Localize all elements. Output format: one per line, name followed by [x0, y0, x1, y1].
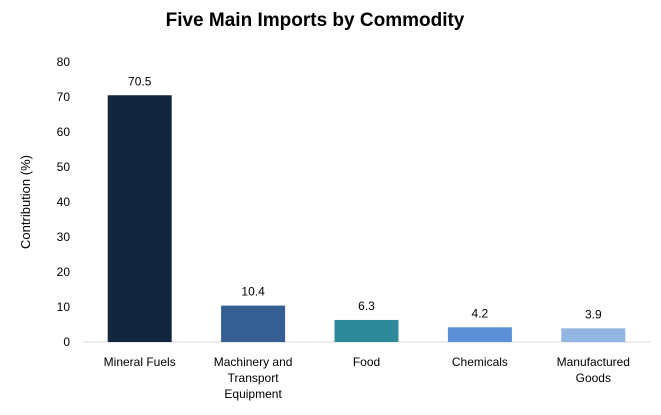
x-tick-label: Manufactured	[557, 355, 630, 369]
y-tick-label: 30	[57, 230, 71, 244]
x-tick-label: Machinery and	[214, 355, 293, 369]
y-tick-label: 20	[57, 265, 71, 279]
y-tick-label: 60	[57, 125, 71, 139]
labels: 70.5 Mineral Fuels 10.4 Machinery and Transp…	[104, 74, 630, 401]
bar	[221, 305, 286, 342]
x-tick-label: Transport	[228, 371, 280, 385]
chart-title: Five Main Imports by Commodity	[165, 10, 465, 31]
bars	[107, 95, 626, 342]
x-tick-label: Goods	[576, 371, 611, 385]
y-axis-title: Contribution (%)	[18, 155, 33, 249]
y-tick-label: 50	[57, 160, 71, 174]
y-tick-label: 80	[57, 55, 71, 69]
data-label: 10.4	[241, 285, 265, 299]
y-tick-label: 40	[57, 195, 71, 209]
x-tick-label: Mineral Fuels	[104, 355, 176, 369]
data-label: 70.5	[128, 74, 152, 88]
y-tick-label: 70	[57, 90, 71, 104]
x-tick-label: Chemicals	[452, 355, 508, 369]
bar	[561, 328, 626, 342]
x-tick-label: Food	[353, 355, 380, 369]
y-tick-label: 10	[57, 300, 71, 314]
data-label: 6.3	[358, 299, 375, 313]
y-tick-label: 0	[63, 335, 70, 349]
bar	[334, 319, 399, 342]
data-label: 3.9	[585, 307, 602, 321]
bar	[107, 95, 172, 342]
data-label: 4.2	[472, 306, 489, 320]
x-tick-label: Equipment	[224, 387, 282, 401]
bar	[447, 327, 512, 342]
